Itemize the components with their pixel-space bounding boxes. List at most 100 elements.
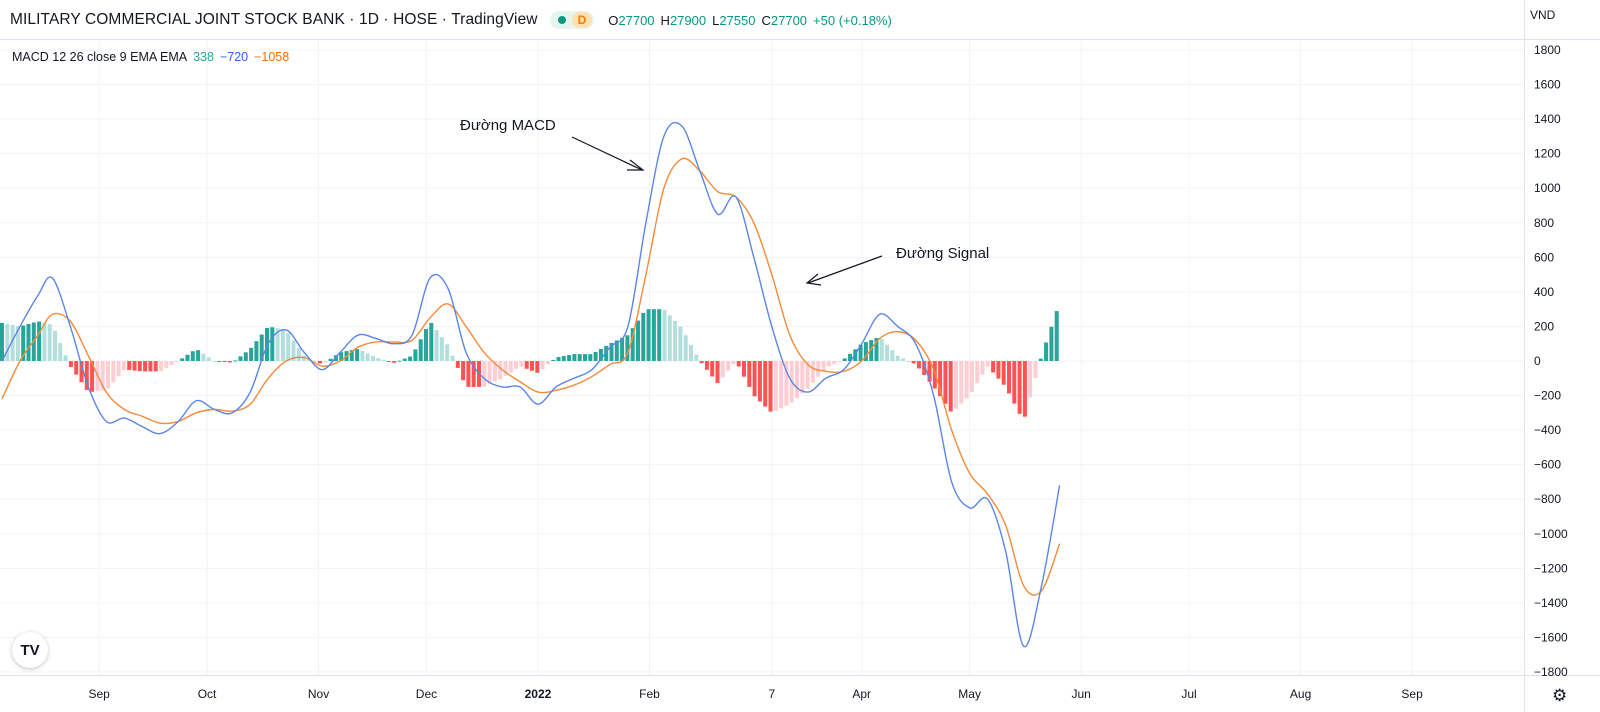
histogram-bar bbox=[646, 309, 651, 361]
y-tick-label: −1600 bbox=[1534, 630, 1568, 644]
histogram-bar bbox=[15, 326, 20, 361]
y-tick-label: 800 bbox=[1534, 216, 1554, 230]
histogram-bar bbox=[53, 330, 57, 361]
high-label: H bbox=[660, 12, 670, 28]
histogram-bar bbox=[381, 359, 386, 361]
histogram-bar bbox=[355, 349, 360, 361]
histogram-bar bbox=[413, 349, 418, 361]
low-label: L bbox=[712, 12, 720, 28]
histogram-bar bbox=[492, 361, 497, 382]
histogram-bar bbox=[302, 355, 307, 361]
y-tick-label: 1000 bbox=[1534, 181, 1561, 195]
histogram-bar bbox=[461, 361, 466, 381]
histogram-bar bbox=[190, 351, 195, 361]
histogram-bar bbox=[901, 358, 905, 361]
symbol-title[interactable]: MILITARY COMMERCIAL JOINT STOCK BANK · 1… bbox=[10, 11, 538, 28]
histogram-bar bbox=[233, 360, 238, 362]
histogram-bar bbox=[651, 309, 656, 361]
histogram-bar bbox=[222, 361, 227, 362]
histogram-bar bbox=[535, 361, 540, 373]
histogram-bar bbox=[5, 324, 10, 361]
x-tick-label: Apr bbox=[852, 687, 871, 701]
histogram-bar bbox=[1022, 361, 1027, 417]
change-value: +50 (+0.18%) bbox=[813, 12, 892, 28]
histogram-bar bbox=[1001, 361, 1006, 385]
histogram-bar bbox=[296, 348, 301, 361]
interval-badge[interactable]: D bbox=[549, 11, 595, 29]
histogram-bar bbox=[636, 320, 640, 361]
histogram-bar bbox=[1012, 361, 1017, 404]
histogram-bar bbox=[545, 361, 550, 365]
x-tick-label: May bbox=[958, 687, 981, 701]
histogram-bar bbox=[312, 360, 317, 362]
histogram-bar bbox=[885, 344, 890, 361]
histogram-bar bbox=[773, 361, 778, 411]
histogram-bar bbox=[68, 361, 73, 367]
histogram-bar bbox=[206, 357, 211, 361]
histogram-bar bbox=[217, 361, 222, 362]
histogram-bar bbox=[768, 361, 773, 412]
x-tick-label: Sep bbox=[1401, 687, 1423, 701]
annotation-signal-label: Đường Signal bbox=[896, 245, 989, 262]
histogram-bar bbox=[959, 361, 964, 404]
histogram-bar bbox=[848, 353, 852, 361]
x-tick-label: 2022 bbox=[525, 687, 552, 701]
histogram-bar bbox=[922, 361, 927, 376]
histogram-bar bbox=[657, 309, 662, 361]
macd-line bbox=[1, 121, 1061, 648]
y-tick-label: 600 bbox=[1534, 250, 1554, 264]
histogram-bar bbox=[916, 361, 921, 369]
histogram-bar bbox=[826, 361, 831, 367]
histogram-bar bbox=[763, 361, 768, 407]
histogram-bar bbox=[895, 355, 900, 361]
y-tick-label: 1600 bbox=[1534, 78, 1561, 92]
currency-label[interactable]: VND bbox=[1530, 8, 1556, 22]
histogram-bar bbox=[519, 361, 524, 367]
histogram-bar bbox=[482, 361, 487, 387]
y-tick-label: −400 bbox=[1534, 423, 1561, 437]
tradingview-logo-icon[interactable]: TV bbox=[12, 632, 48, 668]
histogram-bar bbox=[227, 361, 232, 363]
y-tick-label: −800 bbox=[1534, 492, 1561, 506]
histogram-bar bbox=[508, 361, 513, 373]
histogram-bar bbox=[487, 361, 492, 385]
gear-icon[interactable]: ⚙ bbox=[1552, 686, 1568, 705]
histogram-bar bbox=[662, 309, 667, 361]
histogram-bar bbox=[434, 330, 439, 361]
histogram-bar bbox=[63, 355, 68, 361]
x-tick-label: Feb bbox=[639, 687, 660, 701]
histogram-bar bbox=[530, 361, 534, 371]
histogram-bar bbox=[137, 361, 142, 372]
histogram-bar bbox=[328, 358, 333, 361]
histogram-bar bbox=[397, 360, 402, 362]
histogram-bar bbox=[159, 361, 163, 371]
histogram-bar bbox=[270, 327, 275, 361]
histogram-bar bbox=[614, 340, 619, 361]
histogram-bar bbox=[689, 344, 693, 361]
histogram-bar bbox=[747, 361, 752, 387]
histogram-bar bbox=[291, 340, 296, 361]
histogram-bar bbox=[466, 361, 471, 387]
price-axis[interactable]: 1800 1600 1400 1200 1000 800 600 400 200 0 −200 −40… bbox=[1534, 43, 1568, 679]
histogram-bar bbox=[911, 361, 916, 364]
histogram-bar bbox=[21, 325, 26, 361]
time-axis[interactable]: Sep Oct Nov Dec 2022 Feb 7 Apr May Jun Jul Aug Sep bbox=[88, 687, 1423, 701]
histogram-bar bbox=[275, 328, 280, 361]
histogram-bar bbox=[323, 361, 328, 363]
histogram-bar bbox=[593, 351, 598, 361]
histogram-bar bbox=[503, 361, 508, 376]
macd-value: −720 bbox=[219, 50, 249, 64]
x-tick-label: Aug bbox=[1290, 687, 1311, 701]
open-label: O bbox=[608, 12, 619, 28]
open-value: 27700 bbox=[618, 12, 655, 28]
histogram-bar bbox=[678, 326, 683, 361]
histogram-bar bbox=[10, 325, 15, 361]
signal-line bbox=[1, 157, 1061, 596]
histogram-bar bbox=[143, 361, 148, 372]
histogram-bar bbox=[869, 340, 874, 361]
histogram-bar bbox=[556, 357, 561, 361]
histogram-bar bbox=[726, 361, 731, 371]
indicator-legend[interactable]: MACD 12 26 close 9 EMA EMA 338 −720 −1058 bbox=[12, 50, 289, 64]
histogram-bar bbox=[752, 361, 757, 397]
